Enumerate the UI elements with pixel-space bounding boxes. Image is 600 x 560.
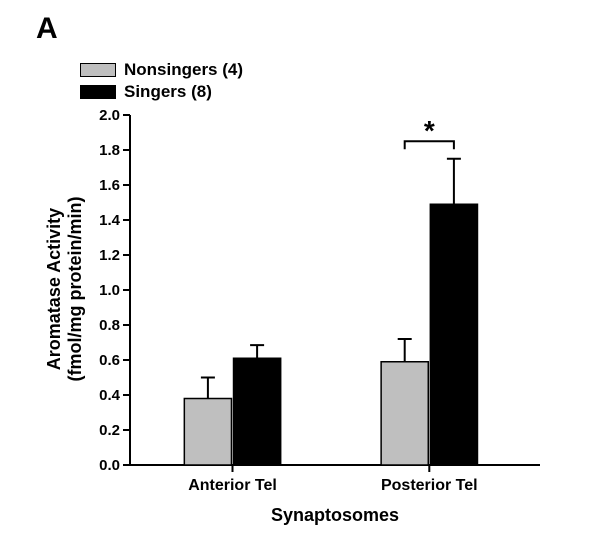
y-tick-label: 0.6	[88, 352, 120, 369]
legend-item: Singers (8)	[80, 82, 243, 102]
legend-swatch	[80, 85, 116, 99]
legend-label: Nonsingers (4)	[124, 60, 243, 80]
category-label: Posterior Tel	[359, 477, 499, 495]
chart-area: 0.00.20.40.60.81.01.21.41.61.82.0Anterio…	[130, 115, 540, 465]
legend-label: Singers (8)	[124, 82, 212, 102]
legend-item: Nonsingers (4)	[80, 60, 243, 80]
panel-letter: A	[36, 12, 58, 46]
significance-marker: *	[417, 115, 441, 147]
y-tick-label: 2.0	[88, 107, 120, 124]
y-tick-label: 1.2	[88, 247, 120, 264]
y-tick-label: 0.2	[88, 422, 120, 439]
legend: Nonsingers (4)Singers (8)	[80, 60, 243, 104]
y-tick-label: 0.8	[88, 317, 120, 334]
bar	[234, 358, 281, 465]
bar	[184, 399, 231, 466]
y-tick-label: 1.0	[88, 282, 120, 299]
y-tick-label: 0.4	[88, 387, 120, 404]
y-tick-label: 1.6	[88, 177, 120, 194]
bar	[381, 362, 428, 465]
y-tick-label: 0.0	[88, 457, 120, 474]
chart-svg	[130, 115, 540, 465]
x-axis-label: Synaptosomes	[130, 505, 540, 526]
category-label: Anterior Tel	[163, 477, 303, 495]
bar	[430, 204, 477, 465]
y-axis-label: Aromatase Activity(fmol/mg protein/min)	[44, 114, 86, 464]
y-tick-label: 1.8	[88, 142, 120, 159]
legend-swatch	[80, 63, 116, 77]
y-tick-label: 1.4	[88, 212, 120, 229]
